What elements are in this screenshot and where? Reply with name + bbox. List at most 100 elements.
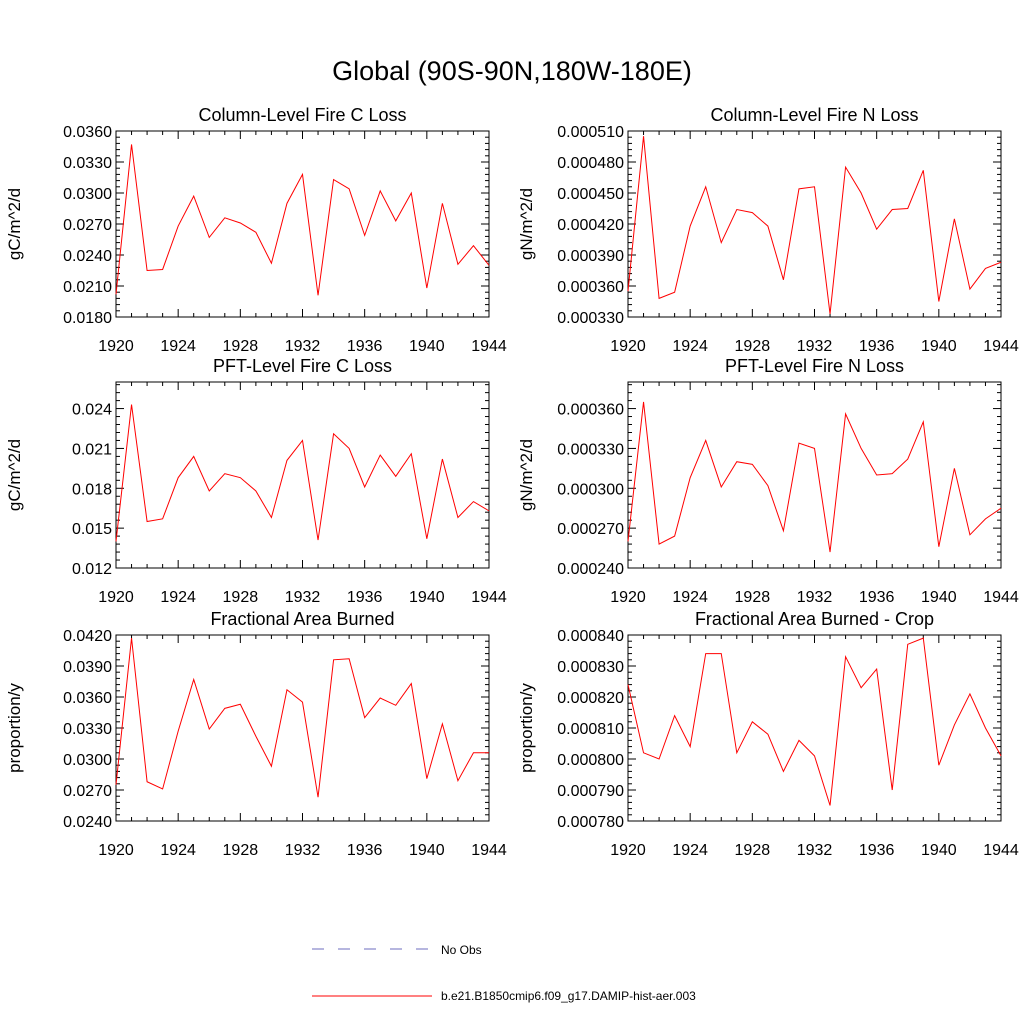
x-tick-label: 1940 (409, 338, 445, 355)
y-tick-label: 0.0210 (63, 279, 112, 296)
x-tick-label: 1928 (735, 338, 771, 355)
y-tick-label: 0.000330 (557, 441, 624, 458)
legend-label-no-obs: No Obs (441, 943, 482, 957)
y-tick-label: 0.0270 (63, 217, 112, 234)
y-tick-label: 0.000800 (557, 752, 624, 769)
y-tick-label: 0.0300 (63, 186, 112, 203)
x-tick-label: 1940 (921, 589, 957, 606)
x-tick-label: 1920 (98, 842, 134, 859)
x-tick-label: 1936 (347, 842, 383, 859)
x-tick-label: 1944 (471, 842, 507, 859)
figure-title: Global (90S-90N,180W-180E) (332, 56, 692, 86)
y-tick-label: 0.0420 (63, 628, 112, 645)
x-tick-label: 1924 (160, 338, 196, 355)
y-axis-label: proportion/y (5, 683, 24, 773)
panel-2: Column-Level Fire N Loss gN/m^2/d 1920 1924… (517, 105, 1019, 355)
y-tick-label: 0.000790 (557, 783, 624, 800)
x-tick-label: 1936 (859, 842, 895, 859)
y-tick-label: 0.000360 (557, 402, 624, 419)
y-tick-label: 0.0240 (63, 814, 112, 831)
legend-label-model: b.e21.B1850cmip6.f09_g17.DAMIP-hist-aer.… (441, 989, 696, 1003)
y-tick-label: 0.000450 (557, 186, 624, 203)
x-tick-label: 1920 (98, 338, 134, 355)
x-tick-label: 1936 (859, 338, 895, 355)
series-line (115, 404, 490, 542)
y-tick-label: 0.000300 (557, 481, 624, 498)
y-tick-label: 0.000240 (557, 561, 624, 578)
x-tick-label: 1932 (285, 842, 321, 859)
y-axis-label: gN/m^2/d (517, 188, 536, 260)
x-tick-label: 1932 (285, 589, 321, 606)
y-tick-label: 0.0180 (63, 310, 112, 327)
panel-1: Column-Level Fire C Loss gC/m^2/d 1920 1924… (5, 105, 507, 355)
y-tick-label: 0.000360 (557, 279, 624, 296)
y-axis-label: gC/m^2/d (5, 188, 24, 260)
y-tick-label: 0.018 (72, 481, 112, 498)
x-tick-label: 1932 (797, 589, 833, 606)
y-tick-label: 0.021 (72, 441, 112, 458)
x-tick-label: 1936 (347, 338, 383, 355)
y-tick-label: 0.024 (72, 402, 112, 419)
x-tick-label: 1928 (223, 589, 259, 606)
y-tick-label: 0.015 (72, 521, 112, 538)
series-line (627, 401, 1002, 553)
x-tick-label: 1940 (921, 338, 957, 355)
y-tick-label: 0.0330 (63, 155, 112, 172)
x-tick-label: 1928 (223, 338, 259, 355)
y-tick-label: 0.0300 (63, 752, 112, 769)
series-line (115, 144, 490, 296)
panel-title: Column-Level Fire C Loss (198, 105, 406, 125)
x-tick-label: 1920 (98, 589, 134, 606)
y-tick-label: 0.000780 (557, 814, 624, 831)
y-tick-label: 0.000820 (557, 690, 624, 707)
y-axis-label: gN/m^2/d (517, 439, 536, 511)
x-tick-label: 1920 (610, 589, 646, 606)
x-tick-label: 1940 (409, 842, 445, 859)
x-tick-label: 1944 (983, 842, 1019, 859)
x-tick-label: 1944 (983, 338, 1019, 355)
y-axis-label: proportion/y (517, 683, 536, 773)
panel-title: PFT-Level Fire N Loss (725, 356, 904, 376)
y-tick-label: 0.0270 (63, 783, 112, 800)
y-tick-label: 0.000480 (557, 155, 624, 172)
panel-4: PFT-Level Fire N Loss gN/m^2/d 1920 1924 192… (517, 356, 1019, 606)
x-tick-label: 1944 (983, 589, 1019, 606)
y-tick-label: 0.0360 (63, 690, 112, 707)
x-tick-label: 1924 (160, 589, 196, 606)
x-tick-label: 1940 (921, 842, 957, 859)
y-tick-label: 0.000840 (557, 628, 624, 645)
x-tick-label: 1928 (735, 842, 771, 859)
panel-5: Fractional Area Burned proportion/y 1920 19… (5, 609, 507, 859)
series-line (627, 637, 1002, 806)
y-tick-label: 0.000420 (557, 217, 624, 234)
x-tick-label: 1920 (610, 842, 646, 859)
x-tick-label: 1940 (409, 589, 445, 606)
y-tick-label: 0.0240 (63, 248, 112, 265)
x-tick-label: 1944 (471, 589, 507, 606)
y-tick-label: 0.000390 (557, 248, 624, 265)
x-tick-label: 1936 (347, 589, 383, 606)
x-tick-label: 1924 (672, 589, 708, 606)
y-axis-label: gC/m^2/d (5, 439, 24, 511)
series-line (627, 136, 1002, 314)
x-tick-label: 1924 (672, 842, 708, 859)
panel-title: Fractional Area Burned (210, 609, 394, 629)
panel-title: Column-Level Fire N Loss (710, 105, 918, 125)
y-tick-label: 0.012 (72, 561, 112, 578)
x-tick-label: 1944 (471, 338, 507, 355)
panel-title: PFT-Level Fire C Loss (213, 356, 392, 376)
y-tick-label: 0.0390 (63, 659, 112, 676)
x-tick-label: 1932 (285, 338, 321, 355)
x-tick-label: 1928 (735, 589, 771, 606)
x-tick-label: 1936 (859, 589, 895, 606)
panel-title: Fractional Area Burned - Crop (695, 609, 934, 629)
panel-6: Fractional Area Burned - Crop proportion/… (517, 609, 1019, 859)
panel-3: PFT-Level Fire C Loss gC/m^2/d 1920 1924 192… (5, 356, 507, 606)
y-tick-label: 0.000270 (557, 521, 624, 538)
y-tick-label: 0.0360 (63, 124, 112, 141)
y-tick-label: 0.000830 (557, 659, 624, 676)
y-tick-label: 0.000510 (557, 124, 624, 141)
x-tick-label: 1924 (160, 842, 196, 859)
